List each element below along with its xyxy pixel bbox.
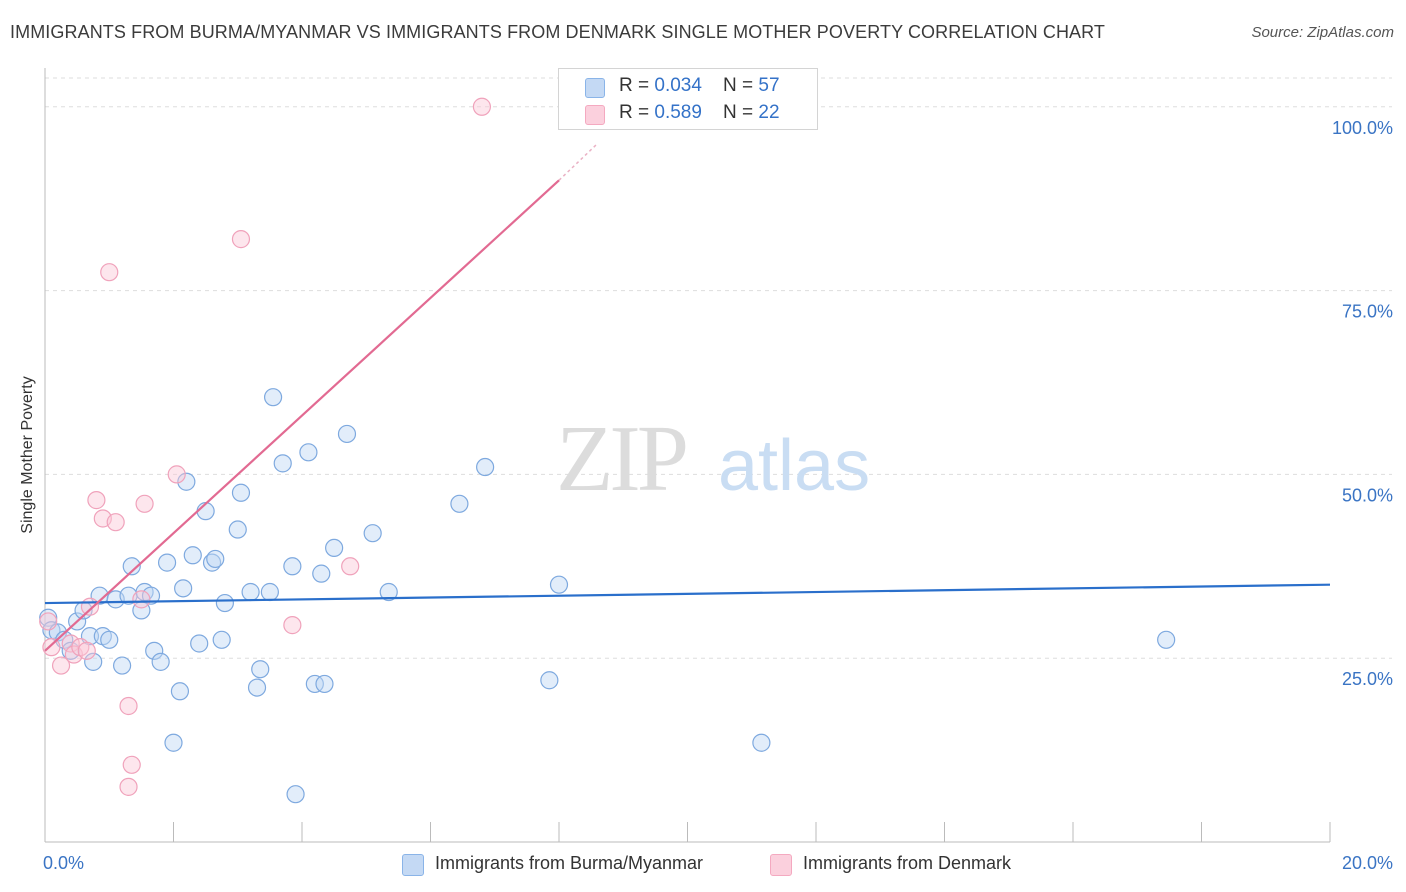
burma-point	[145, 641, 164, 660]
legend-swatch-burma	[585, 78, 605, 98]
denmark-point	[122, 755, 141, 774]
legend-r-value: 0.034	[654, 75, 702, 96]
burma-point	[215, 593, 234, 613]
y-tick-label-3: 100.0%	[1332, 118, 1393, 138]
denmark-point	[39, 612, 58, 631]
trend-lines	[44, 142, 1331, 652]
tick-labels: 25.0% 50.0% 75.0% 100.0% 0.0% 20.0%	[43, 118, 1393, 873]
burma-point	[190, 634, 209, 653]
burma-point	[100, 630, 119, 649]
axes	[44, 68, 1331, 843]
burma-point	[84, 652, 103, 671]
burma-point	[540, 671, 559, 690]
watermark-zip: ZIP	[556, 407, 686, 511]
burma-point	[273, 454, 292, 473]
denmark-point	[283, 616, 302, 635]
denmark-point	[341, 557, 360, 576]
burma-point	[241, 582, 260, 602]
denmark-point	[87, 491, 106, 510]
denmark-point	[132, 590, 151, 609]
denmark-trend-line	[44, 179, 560, 652]
burma-point	[112, 656, 132, 675]
burma-point	[251, 660, 270, 679]
legend-n-value: 22	[758, 102, 780, 123]
legend-label-denmark: Immigrants from Denmark	[803, 853, 1012, 873]
burma-point	[450, 494, 469, 513]
legend-r-label: R =	[619, 75, 655, 96]
burma-point	[283, 557, 302, 576]
legend-swatch-burma	[402, 854, 424, 876]
burma-point	[141, 586, 161, 605]
denmark-point	[231, 230, 251, 249]
burma-point	[379, 582, 398, 602]
x-tick-label-0: 0.0%	[43, 853, 84, 873]
burma-point	[212, 630, 231, 649]
series-denmark-points	[39, 97, 491, 796]
burma-point	[122, 557, 141, 576]
burma-point	[337, 424, 357, 444]
burma-point	[177, 472, 196, 491]
series-burma-points	[39, 388, 1176, 804]
legend-n-label: N =	[723, 75, 759, 96]
burma-point	[183, 546, 202, 565]
chart-title: IMMIGRANTS FROM BURMA/MYANMAR VS IMMIGRA…	[10, 22, 1106, 42]
burma-point	[299, 443, 318, 462]
burma-point	[325, 538, 344, 558]
denmark-point	[472, 97, 491, 116]
burma-point	[260, 582, 279, 602]
burma-point	[231, 483, 251, 502]
denmark-point	[135, 494, 154, 513]
denmark-point	[80, 597, 100, 616]
legend-swatch-denmark	[770, 854, 792, 876]
source-label: Source: ZipAtlas.com	[1251, 24, 1394, 41]
burma-point	[312, 564, 331, 583]
watermark-atlas: atlas	[718, 426, 870, 506]
y-tick-label-0: 25.0%	[1342, 669, 1393, 689]
burma-point	[549, 575, 569, 594]
denmark-point	[119, 696, 138, 716]
legend-n-label: N =	[723, 102, 759, 123]
y-tick-label-2: 75.0%	[1342, 302, 1393, 322]
burma-point	[1157, 630, 1176, 649]
burma-point	[228, 520, 247, 539]
denmark-point	[106, 513, 125, 532]
burma-point	[263, 388, 283, 407]
denmark-point	[61, 634, 80, 653]
legend-r-label: R =	[619, 102, 655, 123]
burma-point	[247, 678, 267, 697]
burma-point	[164, 733, 183, 752]
y-tick-label-1: 50.0%	[1342, 485, 1393, 505]
denmark-point	[42, 638, 61, 657]
denmark-point	[77, 641, 96, 660]
denmark-point	[51, 656, 71, 675]
burma-trend-line	[44, 583, 1331, 605]
burma-point	[151, 652, 170, 671]
burma-point	[476, 457, 495, 477]
burma-point	[315, 674, 334, 694]
denmark-point	[167, 465, 186, 484]
burma-point	[174, 579, 193, 598]
burma-point	[170, 682, 190, 701]
legend-n-value: 57	[758, 75, 780, 96]
burma-point	[206, 549, 225, 569]
burma-point	[305, 674, 324, 694]
legend-swatch-denmark	[585, 105, 605, 125]
correlation-legend: R = 0.034 N = 57 R = 0.589 N = 22	[558, 68, 818, 130]
legend-label-burma: Immigrants from Burma/Myanmar	[435, 853, 704, 873]
burma-point	[752, 733, 771, 752]
legend-r-value: 0.589	[654, 102, 702, 123]
burma-point	[286, 785, 305, 804]
gridlines	[45, 77, 1392, 659]
denmark-point	[119, 777, 138, 796]
x-tick-label-1: 20.0%	[1342, 853, 1393, 873]
denmark-trend-extension	[558, 142, 599, 181]
burma-point	[157, 553, 177, 572]
burma-point	[363, 524, 382, 543]
denmark-point	[100, 263, 119, 282]
watermark: ZIP atlas	[556, 407, 870, 511]
